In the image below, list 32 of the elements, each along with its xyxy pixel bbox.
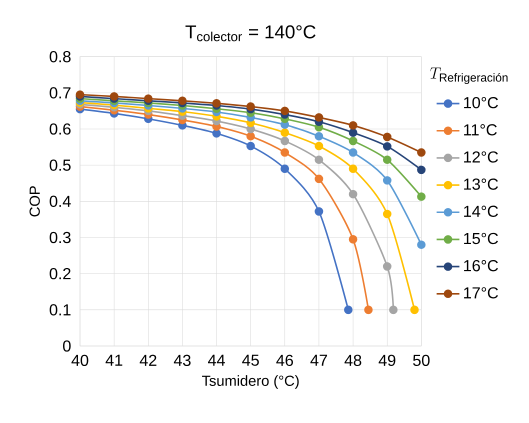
- x-tick-label: 45: [242, 354, 259, 366]
- y-tick-label: 0.8: [50, 51, 71, 62]
- x-tick-label: 40: [71, 354, 88, 366]
- x-tick-label: 47: [310, 354, 328, 366]
- legend-label: 10°C: [464, 96, 498, 108]
- x-tick-label: 42: [140, 354, 156, 366]
- y-tick-label: 0.5: [50, 160, 71, 171]
- x-axis-title: Tsumidero (°C): [202, 375, 299, 389]
- legend-label: 14°C: [464, 206, 498, 217]
- legend-label: 17°C: [464, 287, 498, 298]
- x-tick-label: 49: [378, 354, 396, 366]
- x-tick-label: 43: [174, 354, 191, 366]
- y-tick-label: 0.7: [50, 87, 70, 98]
- legend-label: 16°C: [464, 260, 498, 272]
- y-tick-label: 0.6: [50, 123, 71, 135]
- x-tick-label: 41: [106, 354, 122, 366]
- chart-title: T$_{colector}$ = 140°C: [185, 25, 316, 42]
- y-tick-label: 0.2: [50, 268, 70, 280]
- y-axis-title: COP: [30, 186, 40, 216]
- y-tick-label: 0.3: [50, 232, 71, 244]
- x-tick-label: 48: [344, 354, 362, 366]
- y-tick-label: 0.4: [50, 196, 71, 207]
- y-tick-label: 0.1: [50, 304, 71, 316]
- legend-label: 15°C: [464, 232, 498, 244]
- legend-label: 13°C: [464, 178, 498, 190]
- x-tick-label: 44: [208, 354, 225, 366]
- legend-title: $T_{\text{Refrigeración}}$: [430, 68, 508, 84]
- legend-label: 11°C: [464, 124, 497, 136]
- y-tick-label: 0: [63, 340, 71, 352]
- x-tick-label: 50: [413, 354, 430, 366]
- legend-label: 12°C: [464, 151, 498, 163]
- x-tick-label: 46: [276, 354, 293, 366]
